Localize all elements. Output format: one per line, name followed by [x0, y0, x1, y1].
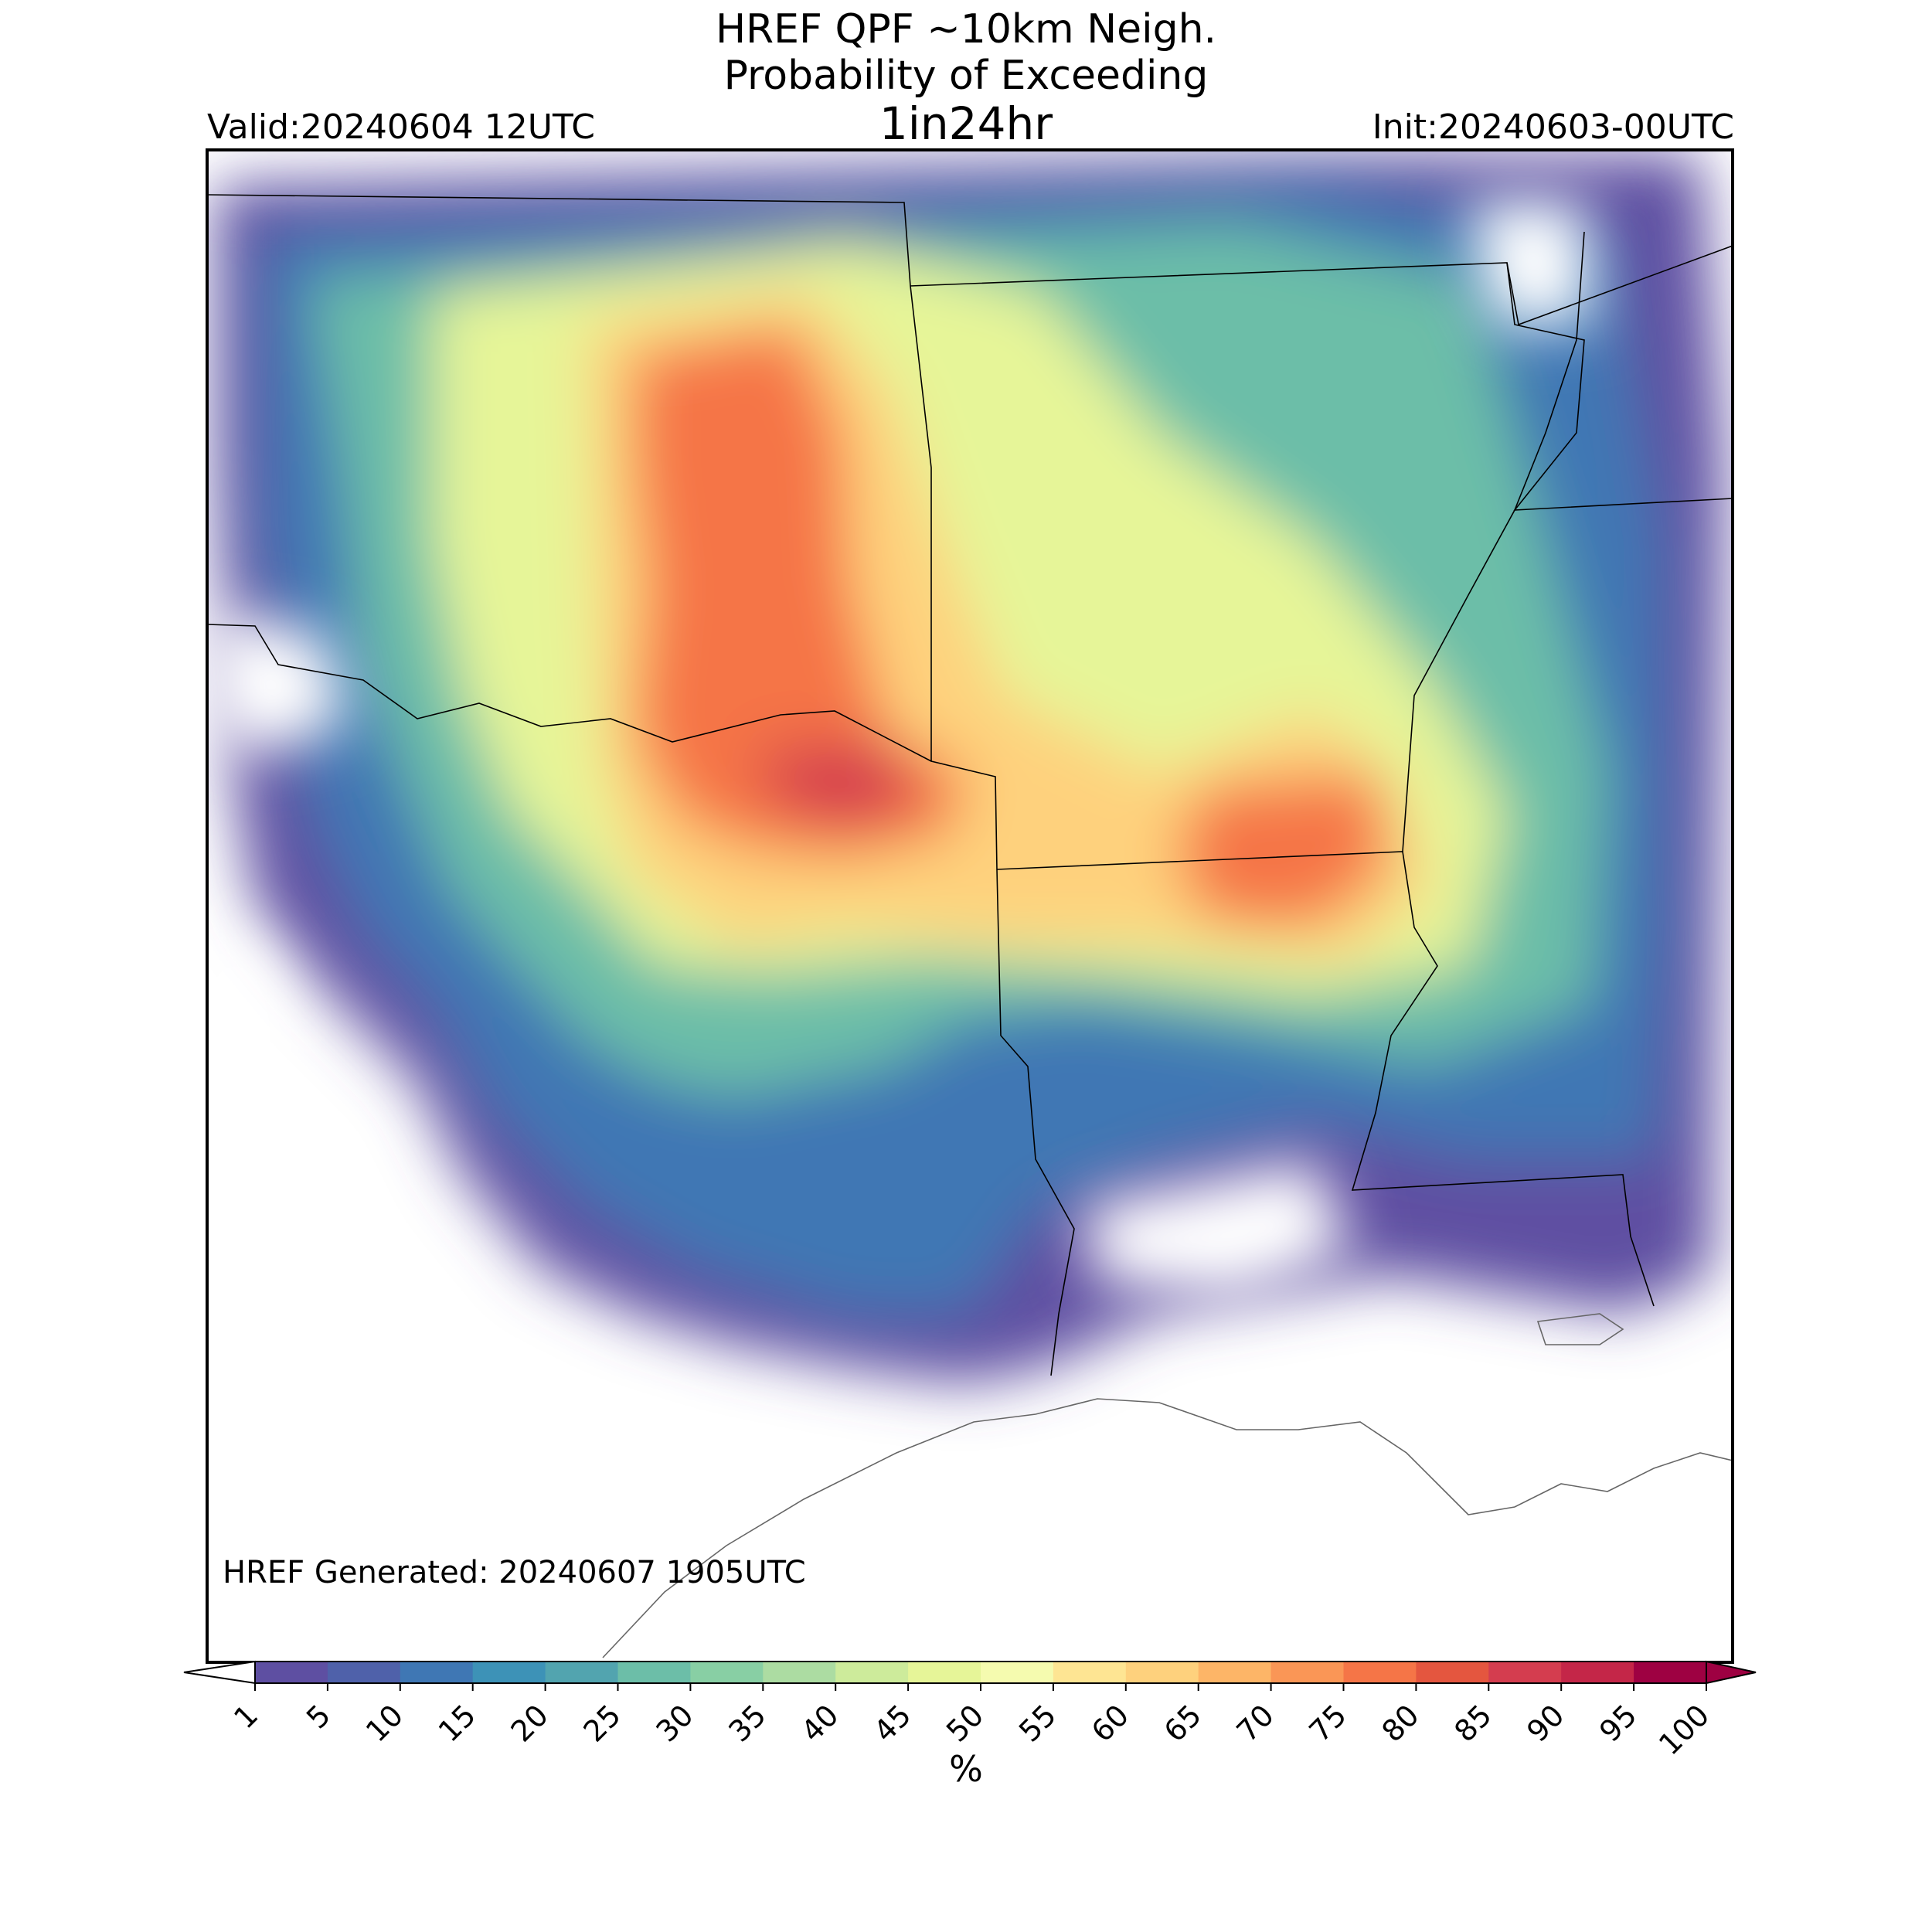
- colorbar-under-arrow: [183, 1660, 256, 1685]
- colorbar-tick-label: 35: [722, 1698, 772, 1748]
- colorbar-swatch: [1198, 1662, 1272, 1683]
- colorbar-tick-label: 30: [649, 1698, 699, 1748]
- colorbar-swatch: [617, 1662, 691, 1683]
- colorbar-swatch: [545, 1662, 618, 1683]
- probability-field: [209, 155, 1723, 1383]
- colorbar-tick-label: 10: [359, 1698, 410, 1748]
- colorbar-tick-label: 20: [505, 1698, 555, 1748]
- colorbar-swatch: [1053, 1662, 1127, 1683]
- title-line-3: 1in24hr: [879, 97, 1053, 150]
- colorbar-tick-label: 40: [794, 1698, 845, 1748]
- prob-region-85pct: [757, 742, 920, 827]
- colorbar-tick-label: 95: [1593, 1698, 1643, 1748]
- no-data-hole-nw: [209, 611, 348, 757]
- colorbar-swatch: [690, 1662, 764, 1683]
- colorbar-tick-label: 80: [1375, 1698, 1425, 1748]
- colorbar-tick-label: 60: [1085, 1698, 1135, 1748]
- colorbar-swatch: [1561, 1662, 1634, 1683]
- prob-region-75pct: [634, 325, 966, 858]
- colorbar-swatch: [255, 1662, 328, 1683]
- title-line-2: Probability of Exceeding: [723, 53, 1209, 99]
- colorbar-tick-label: 85: [1447, 1698, 1498, 1748]
- title-line-1: HREF QPF ~10km Neigh.: [715, 6, 1217, 53]
- colorbar-tick-label: 5: [300, 1698, 337, 1735]
- colorbar-units-label: %: [949, 1748, 983, 1790]
- colorbar-swatch: [1270, 1662, 1344, 1683]
- colorbar-tick-label: 45: [867, 1698, 917, 1748]
- gulf-coastline: [602, 1398, 1733, 1658]
- state-boundary-ar-la: [996, 851, 1655, 1307]
- colorbar-tick-label: 70: [1230, 1698, 1281, 1748]
- boundaries: [207, 194, 1733, 1658]
- river-mississippi: [1402, 231, 1585, 852]
- colorbar-swatch: [1488, 1662, 1562, 1683]
- colorbar-swatch: [1634, 1662, 1707, 1683]
- no-data-hole-sw: [209, 927, 278, 1097]
- no-data-hole-gulf: [1082, 1159, 1352, 1298]
- no-data-hole-ne: [1468, 201, 1592, 325]
- colorbar-tick-label: 55: [1012, 1698, 1063, 1748]
- colorbar-swatch: [908, 1662, 981, 1683]
- init-time-label: Init:20240603-00UTC: [1372, 107, 1734, 147]
- colorbar-swatch: [835, 1662, 909, 1683]
- colorbar-swatch: [981, 1662, 1054, 1683]
- colorbar-swatch: [1343, 1662, 1417, 1683]
- colorbar-tick-label: 90: [1520, 1698, 1570, 1748]
- colorbar-swatch: [1125, 1662, 1199, 1683]
- generated-timestamp: HREF Generated: 20240607 1905UTC: [223, 1555, 806, 1590]
- colorbar-tick-label: 75: [1303, 1698, 1353, 1748]
- colorbar-swatch: [763, 1662, 836, 1683]
- state-boundary-ok-ks: [910, 245, 1733, 326]
- colorbar-tick-label: 15: [432, 1698, 482, 1748]
- prob-region-75pct-east: [1175, 773, 1391, 927]
- state-boundary-red-river: [207, 624, 932, 762]
- colorbar-tick-label: 50: [940, 1698, 990, 1748]
- colorbar-over-arrow: [1706, 1660, 1757, 1685]
- colorbar-tick-label: 25: [577, 1698, 628, 1748]
- colorbar-swatch: [1416, 1662, 1489, 1683]
- colorbar-swatch: [472, 1662, 546, 1683]
- colorbar-swatch: [327, 1662, 401, 1683]
- colorbar-tick-label: 1: [227, 1698, 264, 1735]
- colorbar-swatch: [400, 1662, 474, 1683]
- state-boundary-mo-ar: [1506, 262, 1733, 511]
- colorbar: 1 5 10 15 20 25 30 35 40 45 50 55 60 65 70 75 80 85 90 95 10…: [183, 1660, 1757, 1762]
- colorbar-tick-label: 65: [1158, 1698, 1208, 1748]
- valid-time-label: Valid:20240604 12UTC: [207, 107, 596, 147]
- lake-pontchartrain: [1536, 1313, 1624, 1345]
